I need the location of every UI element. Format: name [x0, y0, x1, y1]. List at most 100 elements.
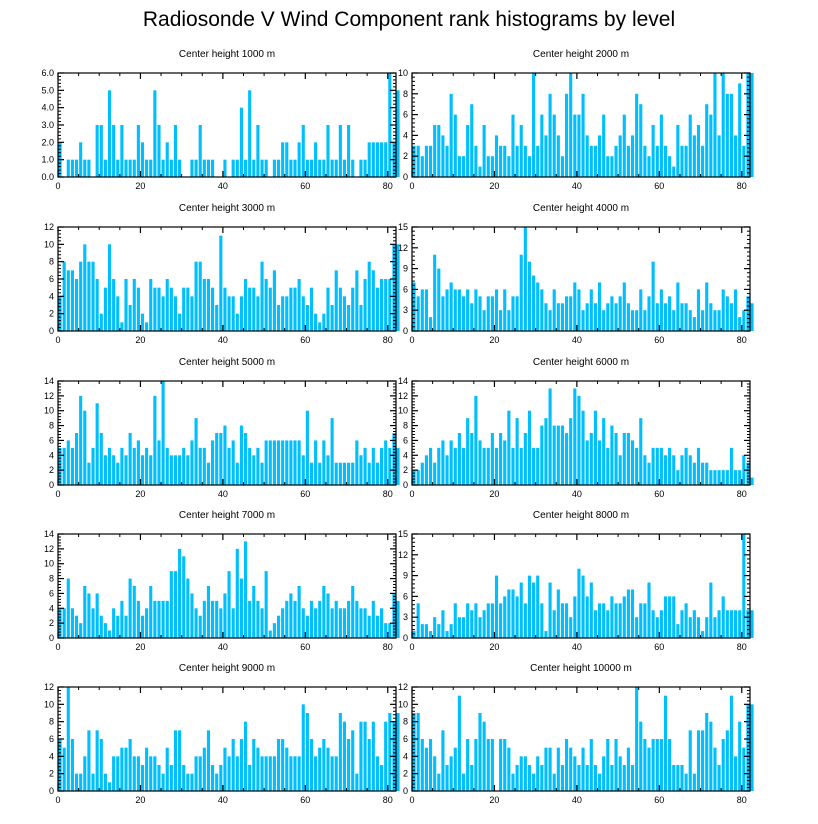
bar: [239, 296, 243, 331]
bar: [190, 593, 194, 638]
bar: [676, 765, 680, 791]
bar: [639, 721, 643, 791]
bar: [585, 440, 589, 485]
bar: [83, 244, 87, 331]
bar: [556, 303, 560, 331]
bar: [672, 596, 676, 638]
bar: [235, 313, 239, 331]
bar: [494, 447, 499, 485]
y-tick-label: 1.0: [41, 155, 54, 165]
bar: [651, 739, 655, 791]
x-tick-label: 20: [135, 489, 145, 499]
bar: [289, 593, 293, 638]
bar: [396, 713, 400, 791]
bar: [79, 142, 83, 177]
bar: [618, 756, 622, 791]
bar: [701, 310, 705, 331]
bar: [412, 713, 416, 791]
y-tick-label: 6: [403, 284, 408, 294]
bar: [441, 135, 445, 177]
bar: [272, 440, 276, 485]
x-tick-label: 40: [218, 489, 228, 499]
y-tick-label: 8: [403, 89, 408, 99]
bar: [165, 279, 169, 331]
panel-title: Center height 9000 m: [179, 663, 275, 674]
bar: [157, 287, 161, 331]
bar: [725, 93, 729, 177]
bar: [243, 279, 248, 331]
bar: [198, 125, 202, 177]
y-tick-label: 0: [403, 326, 408, 336]
bar: [268, 440, 272, 485]
bar: [750, 303, 754, 331]
bar: [70, 608, 74, 638]
bar: [396, 447, 400, 485]
bar: [499, 310, 503, 331]
bar: [66, 578, 70, 638]
bar: [672, 310, 676, 331]
bar: [91, 608, 95, 638]
bar: [248, 765, 252, 791]
bar: [729, 93, 734, 177]
bar: [705, 282, 709, 331]
x-tick-label: 20: [489, 181, 499, 191]
bar: [384, 623, 388, 638]
bar: [725, 296, 729, 331]
bar: [424, 455, 428, 485]
bar: [136, 600, 140, 638]
y-tick-label: 8: [403, 717, 408, 727]
bar: [635, 617, 639, 638]
bar: [359, 305, 363, 331]
bar: [149, 586, 153, 638]
bar: [140, 313, 145, 331]
bar: [79, 395, 83, 485]
bar: [519, 756, 523, 791]
bar: [342, 159, 347, 177]
bar: [231, 296, 235, 331]
bar: [536, 282, 540, 331]
bar: [515, 418, 519, 485]
bar: [532, 73, 536, 177]
bar: [371, 447, 375, 485]
bar: [688, 114, 692, 177]
bar: [668, 596, 672, 638]
bar: [461, 296, 466, 331]
panel-title: Center height 8000 m: [533, 510, 629, 521]
bar: [342, 608, 347, 638]
bar: [593, 303, 597, 331]
bar: [643, 145, 647, 177]
bar: [626, 433, 630, 485]
bar: [441, 296, 445, 331]
bar: [556, 135, 560, 177]
bar: [494, 575, 499, 638]
bar: [622, 282, 626, 331]
x-tick-label: 80: [737, 795, 747, 805]
bar: [351, 730, 355, 791]
bar: [519, 125, 523, 177]
y-tick-label: 8: [49, 717, 54, 727]
bar: [630, 440, 635, 485]
bar: [461, 617, 466, 638]
bar: [202, 600, 206, 638]
bar: [490, 156, 494, 177]
bar: [211, 287, 215, 331]
bar: [643, 739, 647, 791]
bar: [655, 303, 659, 331]
bar: [560, 156, 565, 177]
bar: [223, 747, 227, 791]
bar: [322, 739, 326, 791]
bar: [252, 739, 256, 791]
x-tick-label: 0: [55, 181, 60, 191]
bar: [83, 756, 87, 791]
y-tick-label: 0: [403, 633, 408, 643]
bar: [585, 135, 589, 177]
bar: [124, 159, 128, 177]
bar: [684, 773, 688, 791]
bar: [289, 159, 293, 177]
bar: [540, 114, 544, 177]
bar: [301, 704, 305, 791]
bar: [260, 462, 264, 485]
bar: [178, 455, 182, 485]
x-tick-label: 0: [55, 642, 60, 652]
bar: [466, 289, 470, 331]
